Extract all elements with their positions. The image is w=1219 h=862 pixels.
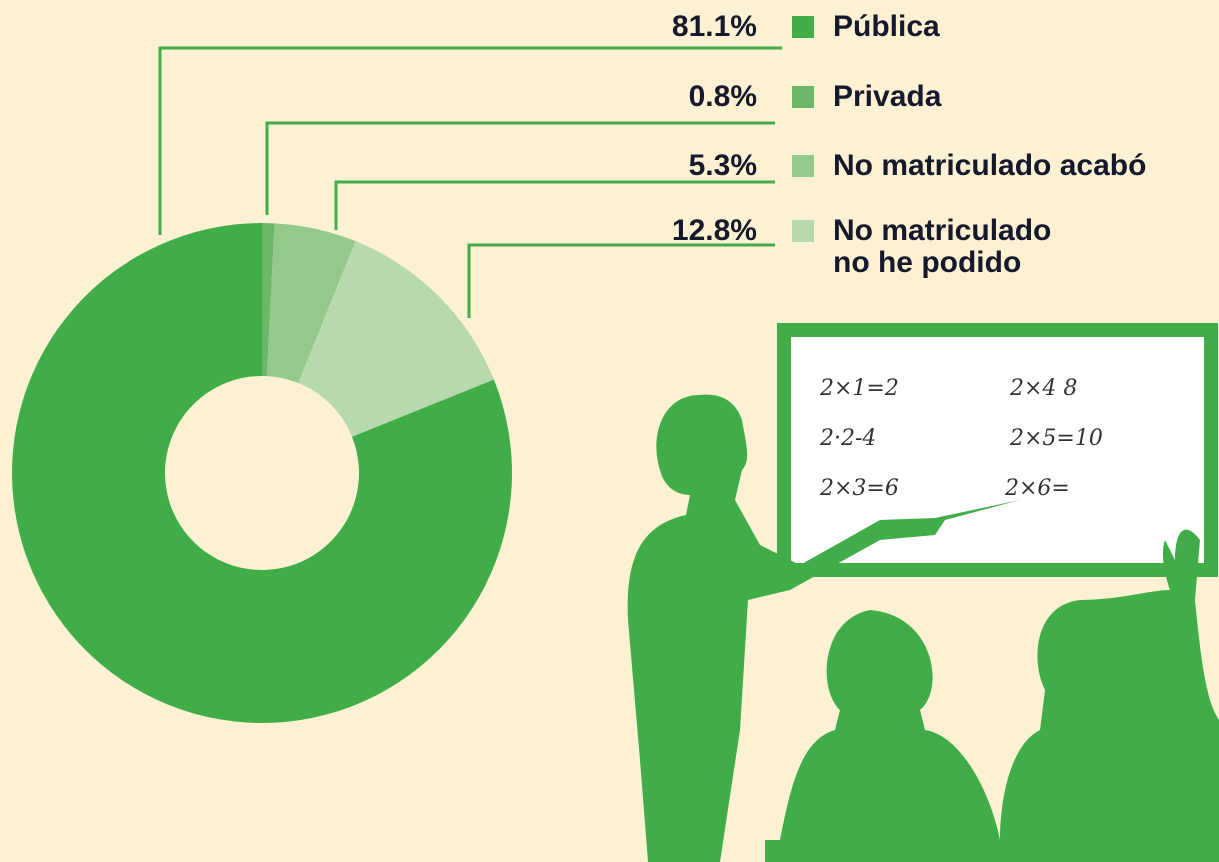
board-text: 2×4 8 xyxy=(1009,376,1077,401)
donut-segment xyxy=(12,223,512,723)
illustration xyxy=(627,323,1219,862)
girl-silhouette xyxy=(1000,529,1219,840)
donut-segment xyxy=(298,241,494,437)
boy-silhouette xyxy=(780,610,1000,840)
leader-line xyxy=(334,180,775,230)
leader-line xyxy=(467,243,775,318)
leader-line xyxy=(265,121,775,215)
legend-label: No matriculado no he podido xyxy=(833,214,1052,279)
legend-label: Pública xyxy=(833,10,940,43)
board-text: 2×6= xyxy=(1004,476,1070,501)
desk xyxy=(765,840,1219,862)
board-text: 2×3=6 xyxy=(819,476,899,501)
value-label: 12.8% xyxy=(671,214,757,247)
value-label: 0.8% xyxy=(688,80,757,113)
legend-swatch xyxy=(792,220,814,242)
legend-swatch xyxy=(792,86,814,108)
legend-swatch xyxy=(792,16,814,38)
board-text: 2×1=2 xyxy=(819,376,899,401)
board-text: 2×5=10 xyxy=(1009,426,1103,451)
teacher-silhouette xyxy=(627,394,1020,862)
value-label: 5.3% xyxy=(688,149,757,182)
blackboard xyxy=(777,323,1218,577)
legend-label: No matriculado acabó xyxy=(833,149,1147,182)
legend-label: Privada xyxy=(833,80,942,113)
donut-segment xyxy=(262,223,275,377)
leader-line xyxy=(158,46,782,235)
board-text: 2·2-4 xyxy=(819,426,876,451)
legend-swatch xyxy=(792,155,814,177)
donut-segment xyxy=(266,223,356,384)
value-label: 81.1% xyxy=(671,10,757,43)
